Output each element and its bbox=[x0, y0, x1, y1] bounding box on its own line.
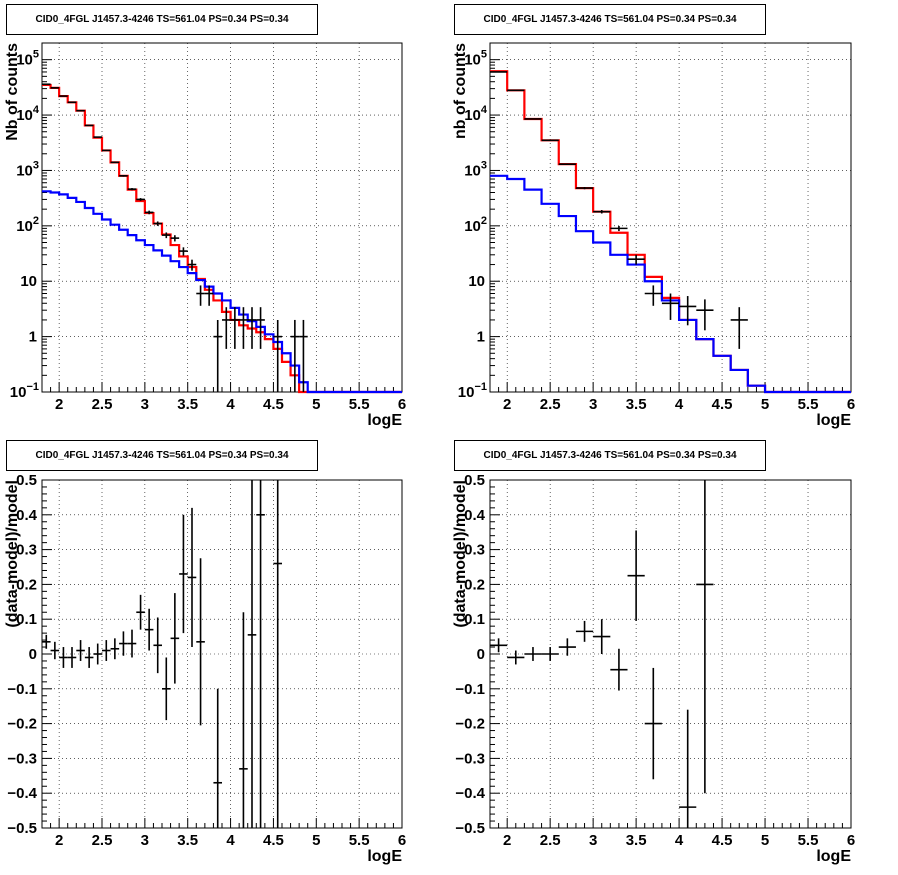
y-tick-label: 103 bbox=[16, 159, 39, 179]
x-tick-label: 5.5 bbox=[798, 832, 819, 849]
y-axis-label: (data-model)/model bbox=[452, 480, 469, 628]
x-tick-label: 3.5 bbox=[626, 396, 647, 413]
y-tick-label: 0.4 bbox=[16, 507, 38, 524]
y-tick-label: 10 bbox=[20, 273, 37, 290]
x-tick-label: 5 bbox=[761, 396, 769, 413]
x-tick-label: 5 bbox=[312, 832, 320, 849]
x-tick-label: 4 bbox=[226, 832, 235, 849]
y-tick-label: 104 bbox=[16, 104, 40, 124]
x-tick-label: 3 bbox=[141, 832, 149, 849]
y-tick-label: −0.4 bbox=[7, 785, 37, 802]
y-tick-label: −0.1 bbox=[7, 681, 37, 698]
x-tick-label: 4 bbox=[675, 832, 684, 849]
plot-title-box: CID0_4FGL J1457.3-4246 TS=561.04 PS=0.34… bbox=[6, 440, 318, 471]
x-tick-label: 3.5 bbox=[177, 832, 198, 849]
x-tick-label: 4 bbox=[675, 396, 684, 413]
x-tick-label: 5.5 bbox=[349, 396, 370, 413]
y-tick-label: 0.2 bbox=[16, 576, 37, 593]
histogram-series bbox=[490, 174, 851, 394]
y-tick-label: 0.5 bbox=[464, 472, 485, 489]
x-axis-label: logE bbox=[816, 412, 851, 429]
x-tick-label: 6 bbox=[398, 832, 406, 849]
x-tick-label: 2 bbox=[503, 832, 511, 849]
x-axis-label: logE bbox=[367, 848, 402, 865]
x-tick-label: 4 bbox=[226, 396, 235, 413]
x-tick-label: 3.5 bbox=[177, 396, 198, 413]
x-tick-label: 4.5 bbox=[263, 832, 284, 849]
plot-frame bbox=[489, 42, 852, 393]
y-tick-label: −0.3 bbox=[455, 750, 485, 767]
y-tick-label: 0 bbox=[477, 646, 485, 663]
y-axis-label: Nb of counts bbox=[4, 43, 21, 141]
x-tick-label: 3 bbox=[141, 396, 149, 413]
y-tick-label: 1 bbox=[477, 329, 485, 346]
y-tick-label: 0.4 bbox=[464, 507, 486, 524]
y-tick-label: 105 bbox=[464, 49, 487, 69]
x-tick-label: 3 bbox=[589, 832, 597, 849]
histogram-series bbox=[42, 190, 402, 394]
y-tick-label: −0.5 bbox=[455, 820, 485, 837]
y-tick-label: 0.3 bbox=[464, 542, 485, 559]
histogram-series bbox=[490, 70, 851, 394]
y-tick-label: 10−1 bbox=[10, 381, 39, 401]
y-tick-label: −0.4 bbox=[455, 785, 485, 802]
x-tick-label: 3 bbox=[589, 396, 597, 413]
x-axis-label: logE bbox=[816, 848, 851, 865]
y-tick-label: −0.3 bbox=[7, 750, 37, 767]
x-tick-label: 2.5 bbox=[540, 396, 561, 413]
x-tick-label: 5 bbox=[312, 396, 320, 413]
y-axis-label: (data-model)/model bbox=[4, 480, 21, 628]
y-tick-label: 0 bbox=[29, 646, 37, 663]
y-tick-label: 10−1 bbox=[458, 381, 487, 401]
y-tick-label: −0.2 bbox=[455, 716, 485, 733]
y-tick-label: −0.1 bbox=[455, 681, 485, 698]
y-tick-label: 102 bbox=[16, 215, 39, 235]
y-tick-label: 10 bbox=[468, 273, 485, 290]
y-tick-label: 103 bbox=[464, 159, 487, 179]
y-tick-label: 0.1 bbox=[16, 611, 37, 628]
plot-title-box: CID0_4FGL J1457.3-4246 TS=561.04 PS=0.34… bbox=[454, 440, 766, 471]
y-tick-label: 105 bbox=[16, 49, 39, 69]
y-tick-label: 0.1 bbox=[464, 611, 485, 628]
x-tick-label: 3.5 bbox=[626, 832, 647, 849]
plot-frame bbox=[41, 42, 403, 393]
y-tick-label: −0.2 bbox=[7, 716, 37, 733]
x-tick-label: 2.5 bbox=[92, 396, 113, 413]
plot-title-box: CID0_4FGL J1457.3-4246 TS=561.04 PS=0.34… bbox=[6, 4, 318, 35]
x-axis-label: logE bbox=[367, 412, 402, 429]
x-tick-label: 5 bbox=[761, 832, 769, 849]
plot-title-box: CID0_4FGL J1457.3-4246 TS=561.04 PS=0.34… bbox=[454, 4, 766, 35]
y-tick-label: −0.5 bbox=[7, 820, 37, 837]
y-tick-label: 102 bbox=[464, 215, 487, 235]
x-tick-label: 4.5 bbox=[712, 396, 733, 413]
x-tick-label: 5.5 bbox=[349, 832, 370, 849]
x-tick-label: 2 bbox=[55, 832, 63, 849]
y-tick-label: 0.3 bbox=[16, 542, 37, 559]
y-tick-label: 1 bbox=[29, 329, 37, 346]
x-tick-label: 2 bbox=[503, 396, 511, 413]
x-tick-label: 2 bbox=[55, 396, 63, 413]
x-tick-label: 5.5 bbox=[798, 396, 819, 413]
histogram-series bbox=[42, 83, 402, 394]
x-tick-label: 6 bbox=[398, 396, 406, 413]
y-tick-label: 0.2 bbox=[464, 576, 485, 593]
x-tick-label: 4.5 bbox=[712, 832, 733, 849]
y-tick-label: 0.5 bbox=[16, 472, 37, 489]
x-tick-label: 4.5 bbox=[263, 396, 284, 413]
y-axis-label: nb of counts bbox=[452, 43, 469, 139]
x-tick-label: 6 bbox=[847, 832, 855, 849]
x-tick-label: 2.5 bbox=[92, 832, 113, 849]
y-tick-label: 104 bbox=[464, 104, 488, 124]
x-tick-label: 6 bbox=[847, 396, 855, 413]
x-tick-label: 2.5 bbox=[540, 832, 561, 849]
